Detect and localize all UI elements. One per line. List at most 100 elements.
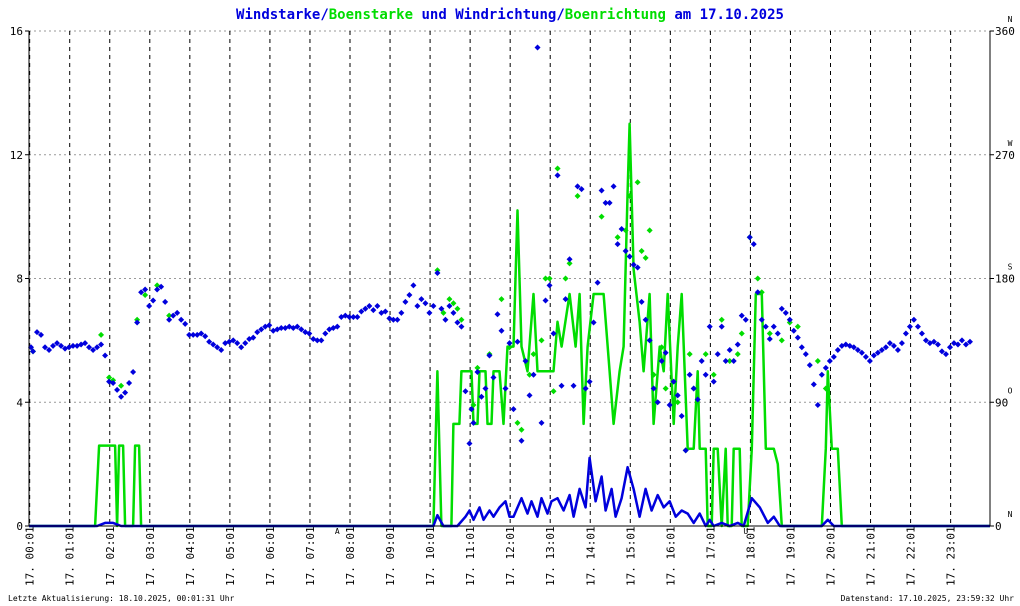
windrichtung-point	[694, 396, 701, 403]
windrichtung-point	[826, 358, 833, 364]
windrichtung-point	[550, 330, 557, 337]
windrichtung-point	[142, 286, 149, 293]
x-tick-label: 17. 08:01	[344, 526, 357, 586]
boenrichtung-point	[526, 371, 533, 378]
windrichtung-point	[182, 320, 189, 327]
windrichtung-point	[530, 371, 537, 378]
windrichtung-point	[882, 344, 889, 351]
y-left-tick-label: 12	[10, 149, 23, 162]
windrichtung-point	[930, 338, 937, 345]
windrichtung-point	[354, 314, 361, 320]
windrichtung-point	[902, 330, 909, 337]
windrichtung-point	[854, 347, 861, 353]
windrichtung-point	[470, 419, 477, 426]
windrichtung-point	[154, 286, 161, 293]
boenrichtung-point	[686, 351, 693, 358]
windrichtung-point	[230, 337, 237, 344]
boenrichtung-point	[662, 385, 669, 392]
windrichtung-point	[614, 241, 621, 248]
windrichtung-point	[86, 344, 93, 351]
windrichtung-point	[474, 369, 481, 375]
boenrichtung-point	[458, 316, 465, 323]
direction-letter: O	[1008, 386, 1013, 395]
windrichtung-point	[382, 308, 389, 315]
windrichtung-point	[234, 340, 241, 347]
windrichtung-point	[818, 371, 825, 378]
boenrichtung-point	[710, 371, 717, 378]
x-tick-label: 17. 16:01	[664, 526, 677, 586]
boenrichtung-point	[726, 358, 733, 364]
boenrichtung-point	[814, 358, 821, 364]
x-tick-label: 17. 09:01	[384, 526, 397, 586]
direction-letter: W	[1008, 139, 1013, 148]
boenrichtung-point	[554, 165, 561, 172]
windrichtung-point	[942, 351, 949, 358]
boenrichtung-point	[758, 289, 765, 296]
windrichtung-point	[910, 316, 917, 323]
y-left-tick-label: 0	[16, 520, 23, 533]
windrichtung-point	[254, 329, 261, 336]
windrichtung-point	[186, 331, 193, 338]
windrichtung-point	[110, 380, 117, 386]
windrichtung-point	[434, 270, 441, 276]
windrichtung-point	[778, 305, 785, 312]
windrichtung-point	[502, 385, 509, 392]
boenrichtung-point	[574, 193, 581, 199]
boenrichtung-point	[738, 330, 745, 337]
windrichtung-point	[162, 298, 169, 305]
windrichtung-point	[438, 305, 445, 312]
windrichtung-point	[166, 316, 173, 323]
windrichtung-point	[398, 309, 405, 316]
windrichtung-point	[742, 316, 749, 323]
windrichtung-point	[574, 183, 581, 190]
windrichtung-point	[794, 334, 801, 341]
windrichtung-point	[458, 323, 465, 330]
title-part-gust: Boenstarke	[329, 7, 413, 23]
windrichtung-point	[542, 297, 549, 304]
windrichtung-point	[602, 199, 609, 206]
y-right-tick-label: 180	[995, 273, 1015, 286]
windrichtung-point	[266, 322, 273, 329]
axes-layer: 0 4 8 12 16 17. 00:01 17. 01:01 17. 02:01 17. 03…	[10, 15, 1015, 586]
windrichtung-point	[138, 289, 145, 296]
windrichtung-point	[58, 342, 65, 349]
windrichtung-point	[650, 385, 657, 392]
windrichtung-point	[54, 340, 61, 347]
x-tick-label: 17. 04:01	[184, 526, 197, 586]
windrichtung-point	[322, 330, 329, 337]
y-left-tick-label: 4	[16, 396, 23, 409]
windrichtung-point	[498, 327, 505, 334]
windrichtung-point	[890, 342, 897, 349]
series-windstarke-line	[29, 456, 990, 528]
windrichtung-point	[126, 380, 133, 386]
x-tick-label: 17. 22:01	[905, 526, 918, 586]
windrichtung-point	[658, 358, 665, 364]
windrichtung-point	[410, 282, 417, 289]
boenrichtung-point	[646, 227, 653, 234]
windrichtung-point	[490, 374, 497, 381]
windrichtung-point	[758, 316, 765, 323]
event-marker: U	[743, 527, 748, 536]
windrichtung-point	[238, 344, 245, 351]
x-tick-label: 17. 17:01	[704, 526, 717, 586]
windrichtung-point	[870, 352, 877, 359]
windrichtung-point	[468, 406, 475, 413]
boenrichtung-point	[702, 351, 709, 358]
x-tick-label: 17. 15:01	[624, 526, 637, 586]
windrichtung-point	[34, 329, 41, 336]
windrichtung-point	[578, 186, 585, 193]
windrichtung-point	[442, 316, 449, 323]
windrichtung-point	[554, 172, 561, 179]
windrichtung-point	[610, 183, 617, 190]
footer-last-update: Letzte Aktualisierung: 18.10.2025, 00:01…	[8, 594, 235, 603]
boenrichtung-point	[642, 254, 649, 261]
windrichtung-point	[690, 385, 697, 392]
x-tick-label: 17. 20:01	[825, 526, 838, 586]
boenrichtung-point	[498, 296, 505, 303]
direction-letter: N	[1008, 15, 1013, 24]
windrichtung-point	[630, 261, 637, 268]
windrichtung-point	[486, 352, 493, 359]
windrichtung-point	[798, 344, 805, 351]
windrichtung-point	[598, 187, 605, 194]
boenrichtung-point	[538, 337, 545, 344]
